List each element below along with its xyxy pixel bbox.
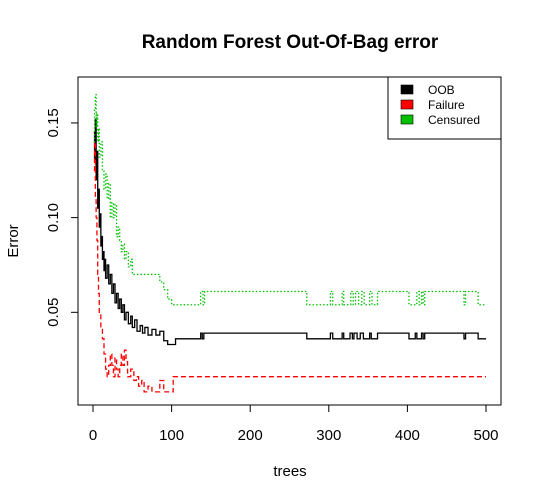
legend-swatch-failure xyxy=(400,99,414,110)
legend-label-failure: Failure xyxy=(428,98,465,112)
chart-title: Random Forest Out-Of-Bag error xyxy=(142,32,439,53)
x-tick-label: 500 xyxy=(473,427,498,444)
x-axis: 0 100 200 300 400 500 xyxy=(89,405,499,444)
y-tick-label: 0.05 xyxy=(45,298,62,327)
x-tick-label: 0 xyxy=(89,427,97,444)
x-tick-label: 100 xyxy=(159,427,184,444)
series-line-oob xyxy=(93,118,486,346)
legend-swatch-censured xyxy=(400,114,414,125)
plot-area xyxy=(93,93,486,393)
y-tick-label: 0.15 xyxy=(45,108,62,137)
x-tick-label: 400 xyxy=(395,427,420,444)
y-axis-label: Error xyxy=(5,224,22,257)
legend-label-censured: Censured xyxy=(428,113,480,127)
y-axis: 0.05 0.10 0.15 xyxy=(45,108,78,327)
x-axis-label: trees xyxy=(273,463,306,480)
plot-frame xyxy=(77,76,502,406)
x-tick-label: 300 xyxy=(316,427,341,444)
y-tick-label: 0.10 xyxy=(45,203,62,232)
series-line-failure xyxy=(93,141,486,393)
legend-label-oob: OOB xyxy=(428,83,455,97)
legend-swatch-oob xyxy=(400,84,414,95)
x-tick-label: 200 xyxy=(238,427,263,444)
